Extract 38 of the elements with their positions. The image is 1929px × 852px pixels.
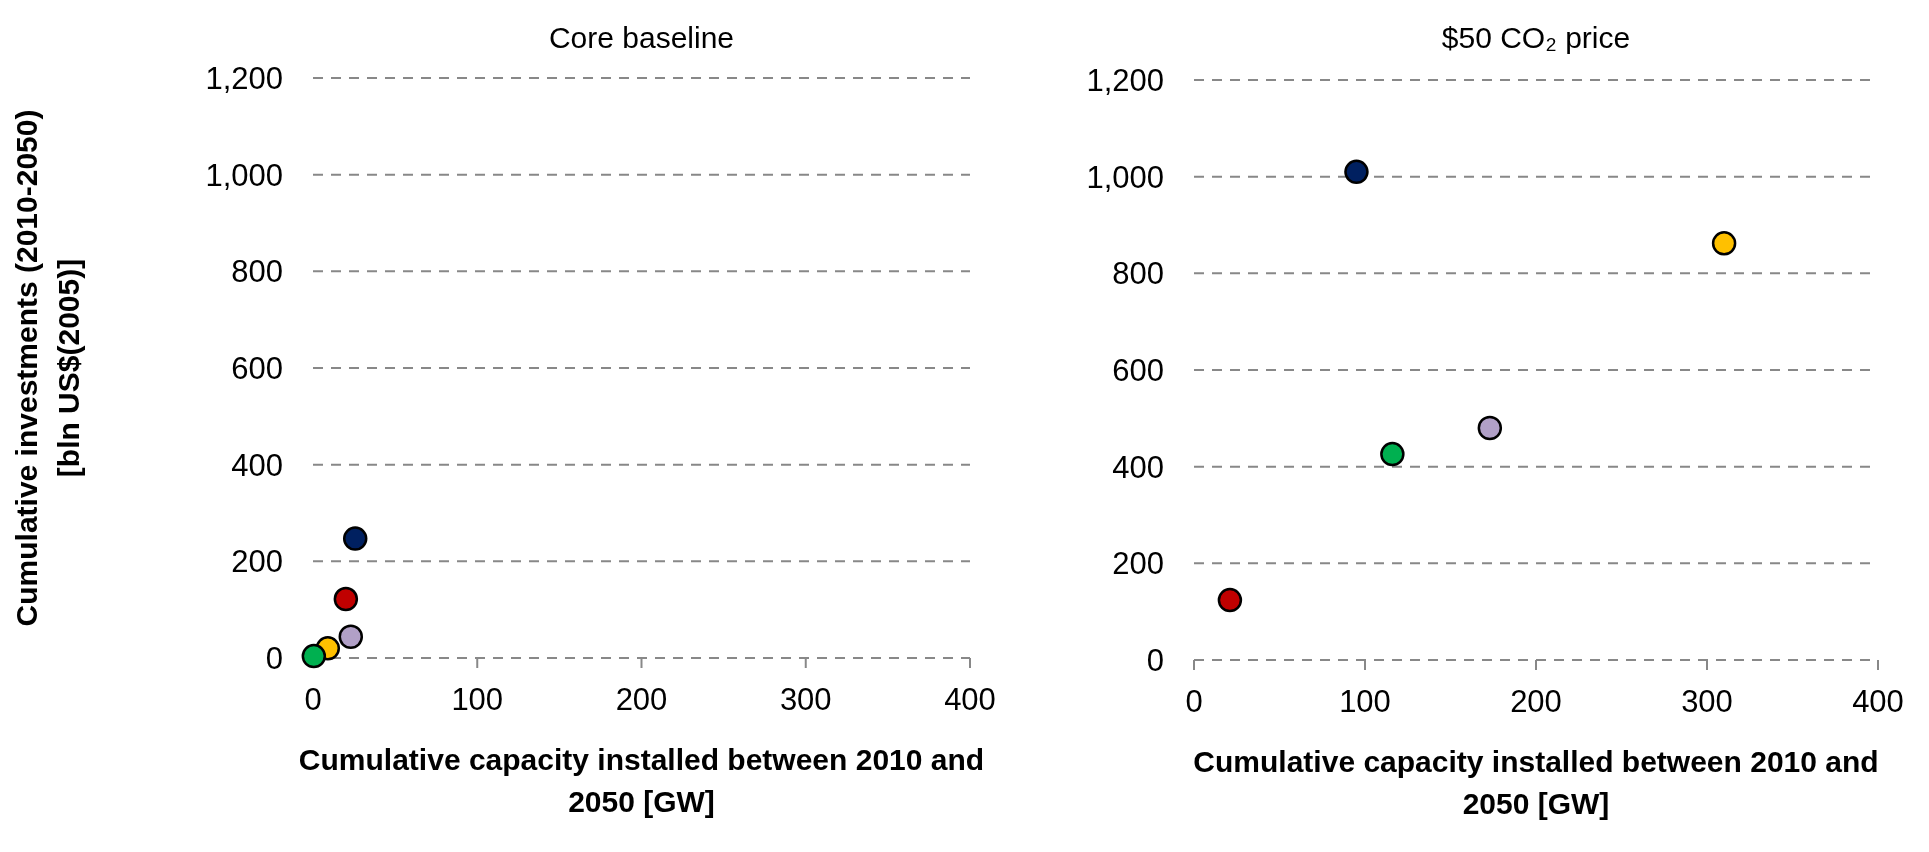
chart-title: $50 CO₂ price [1441,21,1631,54]
point [1477,415,1503,441]
point [342,526,368,551]
y-tick-label: 1,200 [205,61,283,96]
chart-title: Core baseline [548,21,735,54]
x-tick-label: 200 [615,682,668,717]
y-tick-label: 400 [231,447,283,483]
point [1711,231,1737,256]
x-tick-label: 200 [1510,684,1562,719]
y-tick-label: 800 [1112,256,1164,292]
y-tick-label: 0 [1146,643,1164,678]
point [1380,441,1405,467]
y-tick-label: 600 [1112,353,1164,388]
x-axis-title: Cumulative capacity installed between 2010 and 2050 [GW] [1193,745,1879,820]
y-tick-label: 1,200 [1086,63,1164,98]
y-tick-label: 0 [265,641,283,676]
x-tick-label: 0 [304,682,322,717]
point [1217,587,1243,613]
x-tick-label: 0 [1185,684,1203,719]
point [338,624,364,649]
point [333,586,359,612]
y-tick-label: 200 [1112,546,1164,582]
y-tick-label: 1,000 [205,157,283,193]
x-tick-label: 100 [451,682,504,717]
x-axis-title: Cumulative capacity installed between 2010 and 2050 [GW] [298,743,985,818]
y-tick-label: 800 [231,254,283,290]
y-axis-title: Cumulative investments (2010-2050) [bln US$(2005)] [10,109,85,627]
x-tick-label: 400 [944,682,996,717]
y-tick-label: 400 [1112,449,1164,485]
y-tick-label: 1,000 [1086,159,1164,195]
x-tick-label: 100 [1339,684,1391,719]
x-tick-label: 400 [1852,684,1904,719]
x-tick-label: 300 [779,682,832,717]
point [301,643,327,669]
x-tick-label: 300 [1681,684,1733,719]
y-tick-label: 200 [231,544,283,580]
y-tick-label: 600 [231,351,283,386]
point [1344,159,1369,185]
